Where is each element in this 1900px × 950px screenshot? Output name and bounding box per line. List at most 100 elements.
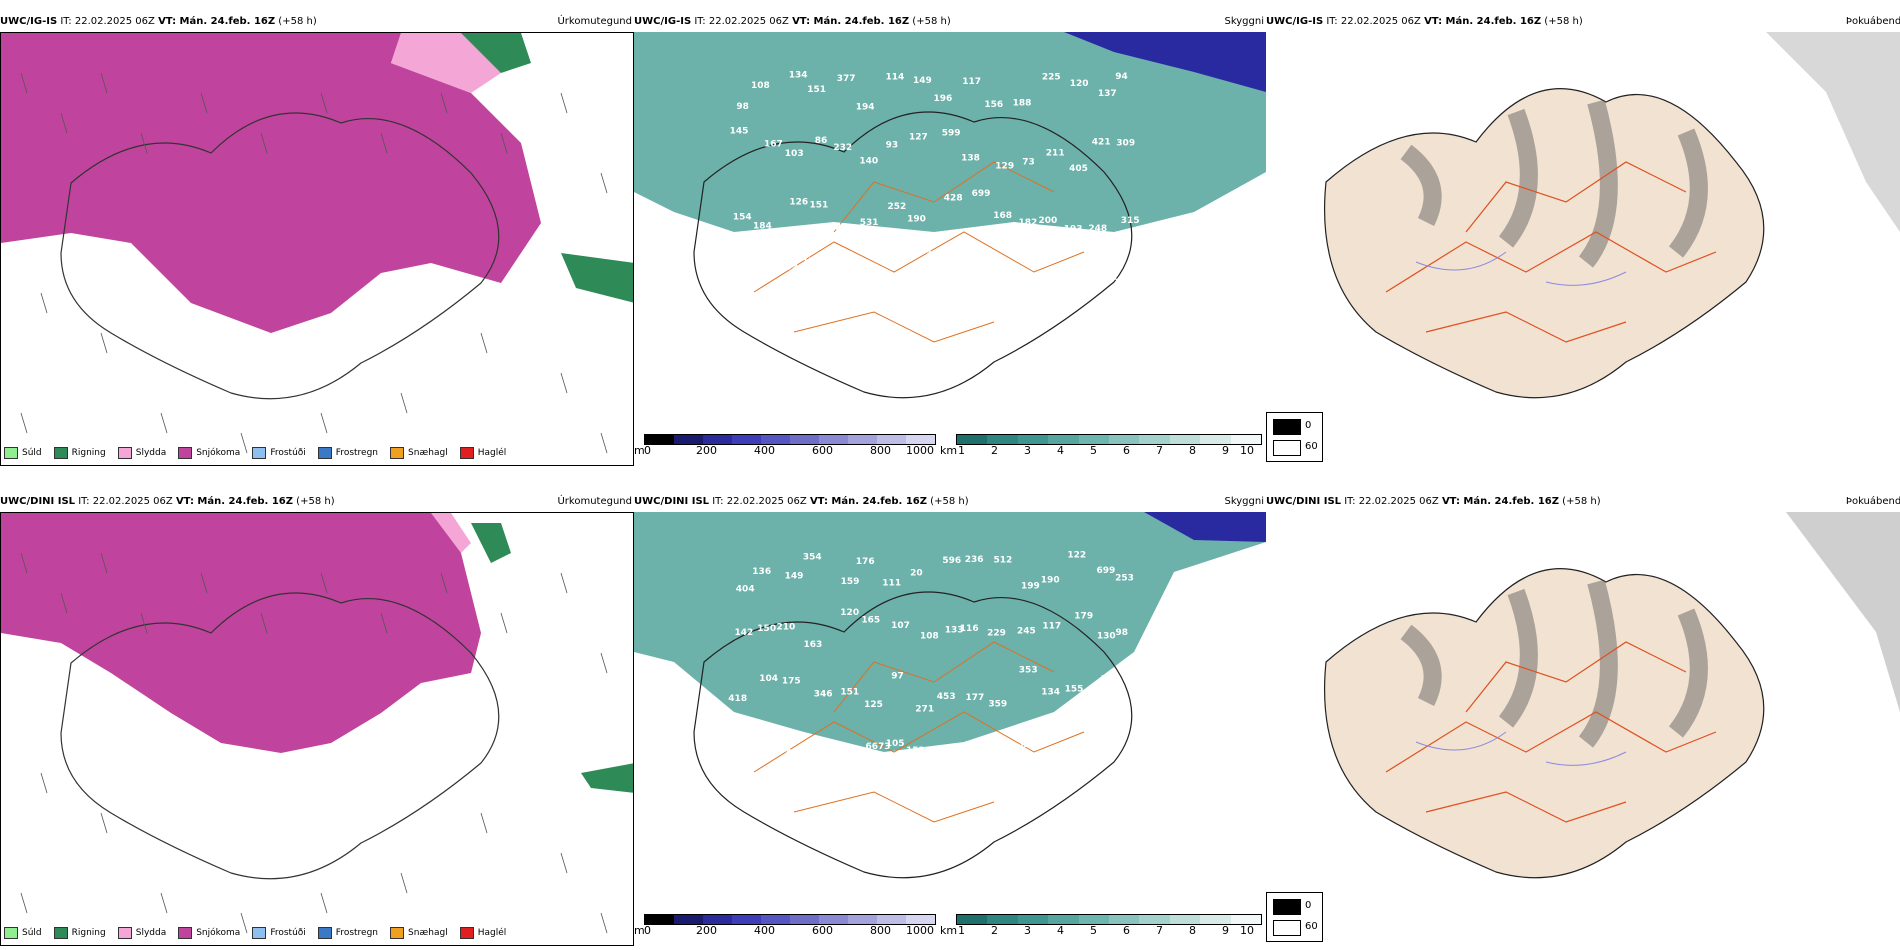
height-bar-segment (761, 435, 790, 444)
model-name: UWC/IG-IS (0, 16, 58, 27)
fog-haze-area (1766, 32, 1900, 232)
fog-map (1266, 512, 1900, 922)
visibility-value-label: 98 (736, 102, 749, 112)
vis-bar-segment (957, 915, 988, 924)
visibility-value-label: 443 (997, 273, 1016, 283)
legend-item-rain: Rigning (53, 447, 106, 459)
visibility-value-label: 645 (756, 245, 775, 255)
visibility-value-label: 125 (864, 700, 883, 710)
legend-item-drizzle: Súld (4, 447, 42, 459)
visibility-value-label: 182 (1019, 218, 1038, 228)
visibility-value-label: 140 (859, 157, 878, 167)
visibility-value-label: 175 (782, 676, 801, 686)
visibility-value-label: 531 (860, 218, 879, 228)
road-network (1385, 161, 1717, 343)
height-bar-segment (906, 915, 935, 924)
visibility-value-label: 252 (888, 202, 907, 212)
visibility-value-label: 208 (735, 249, 754, 259)
panel-header: UWC/IG-IS IT: 22.02.2025 06Z VT: Mán. 24… (0, 14, 634, 30)
fog-legend: 0 60 (1266, 412, 1323, 462)
visibility-value-label: 200 (1039, 216, 1058, 226)
lead-time: (+58 h) (930, 496, 969, 507)
panel-header: UWC/IG-IS IT: 22.02.2025 06Z VT: Mán. 24… (1266, 14, 1900, 30)
road-network (1385, 641, 1717, 823)
visibility-value-label: 177 (831, 255, 850, 265)
visibility-value-label: 108 (751, 81, 770, 91)
visibility-value-label: 271 (915, 705, 934, 715)
precip-map-svg (1, 33, 633, 465)
visibility-map: 98 108 134 151 377 194 114 149 196 117 156 188 225 12… (634, 32, 1266, 430)
legend-item-snow-pellets: Snæhagl (390, 927, 448, 939)
visibility-value-label: 177 (966, 693, 985, 703)
precip-legend: Súld Rigning Slydda Snjókoma Frostúði Fr… (4, 444, 518, 462)
low-visibility-area (634, 32, 1266, 232)
visibility-value-label: 40 (786, 749, 799, 759)
visibility-value-label: 176 (856, 557, 875, 567)
lead-time: (+58 h) (278, 16, 317, 27)
panel-header: UWC/IG-IS IT: 22.02.2025 06Z VT: Mán. 24… (634, 14, 1266, 30)
visibility-value-label: 126 (732, 734, 751, 744)
vis-bar-segment (1048, 915, 1079, 924)
rivers (1415, 731, 1627, 766)
height-bar-segment (674, 915, 703, 924)
height-bar-segment (645, 915, 674, 924)
snow-area (1, 513, 481, 753)
visibility-value-label: 86 (815, 136, 828, 146)
visibility-value-label: 81 (1123, 668, 1136, 678)
visibility-value-label: 364 (937, 247, 956, 257)
fog-bands (1400, 99, 1708, 268)
visibility-value-label: 6673 (866, 742, 891, 752)
visibility-value-label: 229 (987, 628, 1006, 638)
fog-legend-dark (1273, 899, 1301, 915)
panel-precip-type-dini: UWC/DINI ISL IT: 22.02.2025 06Z VT: Mán.… (0, 494, 634, 946)
visibility-value-label: 152 (906, 746, 925, 756)
visibility-value-label: 122 (1067, 551, 1086, 561)
height-bar-segment (790, 915, 819, 924)
visibility-value-label: 210 (777, 623, 796, 633)
legend-item-hail: Haglél (459, 447, 506, 459)
lead-time: (+58 h) (912, 16, 951, 27)
visibility-value-label: 103 (785, 149, 804, 159)
height-bar-segment (848, 915, 877, 924)
height-bar-segment (732, 435, 761, 444)
visibility-value-label: 104 (759, 674, 778, 684)
visibility-value-label: 150 (757, 624, 776, 634)
visibility-value-label: 111 (964, 741, 983, 751)
panel-fog-ig-is: UWC/IG-IS IT: 22.02.2025 06Z VT: Mán. 24… (1266, 14, 1900, 466)
visibility-value-label: 156 (984, 100, 1003, 110)
visibility-value-label: 94 (1115, 72, 1128, 82)
visibility-value-label: 179 (1074, 611, 1093, 621)
fog-legend: 0 60 (1266, 892, 1323, 942)
height-unit: m (634, 444, 645, 457)
sleet-area (431, 513, 471, 553)
model-name: UWC/DINI ISL (0, 496, 76, 507)
vis-bar-segment (1169, 435, 1201, 444)
visibility-value-label: 163 (804, 640, 823, 650)
height-bar-segment (674, 435, 703, 444)
height-bar-segment (703, 435, 732, 444)
vis-bar-segment (1078, 915, 1110, 924)
visibility-value-label: 309 (1116, 139, 1135, 149)
visibility-value-label: 418 (728, 694, 747, 704)
visibility-value-label: 142 (735, 628, 754, 638)
visibility-map: 404 136 149 354 159 176 111 20 596 236 512 199 190 12… (634, 512, 1266, 910)
lead-time: (+58 h) (296, 496, 335, 507)
lead-time: (+58 h) (1562, 496, 1601, 507)
visibility-value-label: 194 (856, 102, 875, 112)
visibility-value-label: 359 (988, 699, 1007, 709)
wind-barbs (20, 552, 608, 934)
panel-title: Þokuábendi (1845, 496, 1900, 507)
visibility-value-label: 126 (789, 197, 808, 207)
rivers (1415, 251, 1627, 286)
visibility-value-label: 145 (730, 127, 749, 137)
legend-item-freezing-rain: Frostregn (317, 447, 378, 459)
visibility-value-label: 149 (785, 571, 804, 581)
height-colorbar: m 0 200 400 600 800 1000 (634, 434, 936, 460)
visibility-value-label: 190 (1041, 576, 1060, 586)
visibility-value-label: 421 (1092, 137, 1111, 147)
iceland-outline (60, 592, 500, 880)
visibility-value-label: 172 (802, 257, 821, 267)
model-name: UWC/DINI ISL (634, 496, 710, 507)
panel-fog-dini: UWC/DINI ISL IT: 22.02.2025 06Z VT: Mán.… (1266, 494, 1900, 946)
